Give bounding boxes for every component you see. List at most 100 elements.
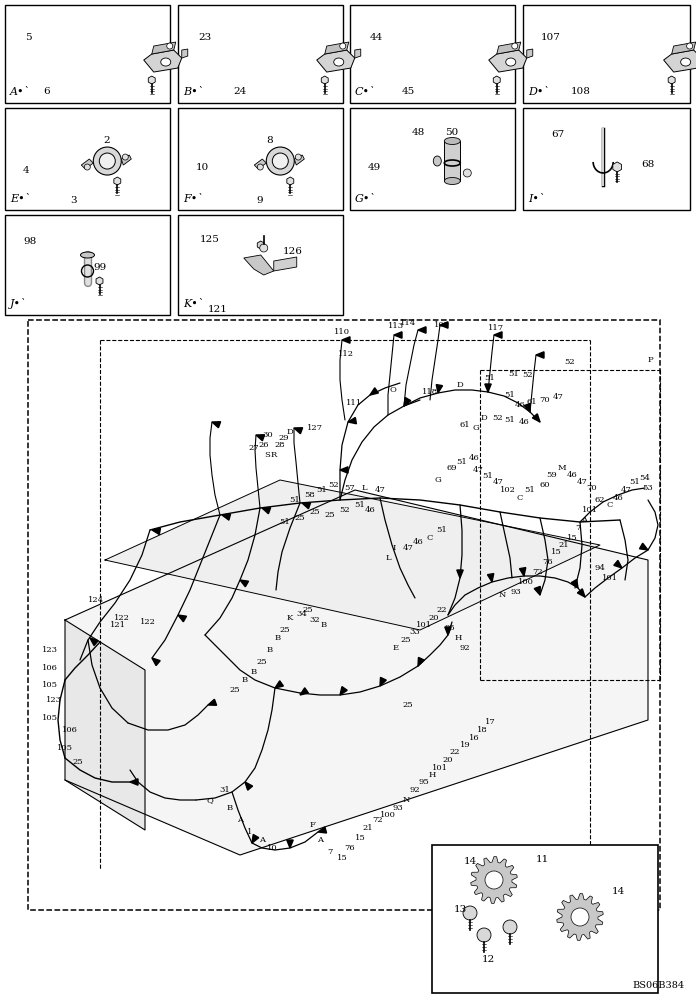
Text: 25: 25 bbox=[257, 658, 267, 666]
Text: 122: 122 bbox=[114, 614, 130, 622]
Text: 20: 20 bbox=[429, 614, 439, 622]
Text: 14: 14 bbox=[464, 857, 477, 866]
Text: 52: 52 bbox=[564, 358, 576, 366]
Text: 51: 51 bbox=[355, 501, 365, 509]
Text: 61: 61 bbox=[459, 421, 470, 429]
Text: 25: 25 bbox=[72, 758, 84, 766]
Text: 51: 51 bbox=[505, 391, 515, 399]
Text: 126: 126 bbox=[283, 247, 303, 256]
Circle shape bbox=[464, 169, 471, 177]
Text: F•`: F•` bbox=[183, 194, 203, 204]
Text: 46: 46 bbox=[365, 506, 375, 514]
Text: E: E bbox=[393, 644, 399, 652]
Text: I•`: I•` bbox=[528, 194, 545, 204]
Text: 22: 22 bbox=[437, 606, 448, 614]
Text: 101: 101 bbox=[602, 574, 618, 582]
Text: 105: 105 bbox=[42, 714, 58, 722]
Text: R: R bbox=[271, 451, 277, 459]
Text: 14: 14 bbox=[611, 888, 624, 896]
Text: 70: 70 bbox=[587, 484, 597, 492]
Text: 51: 51 bbox=[436, 526, 448, 534]
Text: 102: 102 bbox=[500, 486, 516, 494]
Text: 26: 26 bbox=[259, 441, 269, 449]
Polygon shape bbox=[342, 337, 350, 343]
Text: M: M bbox=[557, 464, 567, 472]
Text: 113: 113 bbox=[388, 322, 404, 330]
Text: 101: 101 bbox=[582, 506, 598, 514]
Text: 44: 44 bbox=[370, 33, 383, 42]
Polygon shape bbox=[418, 657, 425, 666]
Text: 29: 29 bbox=[278, 434, 290, 442]
Circle shape bbox=[485, 871, 503, 889]
Text: E•`: E•` bbox=[10, 194, 31, 204]
Text: S: S bbox=[264, 451, 270, 459]
Text: 25: 25 bbox=[303, 606, 313, 614]
Circle shape bbox=[122, 154, 128, 160]
Text: 28: 28 bbox=[275, 441, 285, 449]
Text: 10: 10 bbox=[196, 163, 209, 172]
Text: N: N bbox=[402, 796, 410, 804]
Bar bbox=[350, 108, 515, 210]
Polygon shape bbox=[440, 322, 448, 328]
Text: 125: 125 bbox=[200, 235, 220, 244]
Polygon shape bbox=[668, 76, 675, 84]
Polygon shape bbox=[485, 384, 491, 392]
Text: C: C bbox=[607, 501, 613, 509]
Text: Q: Q bbox=[207, 796, 214, 804]
Text: 51: 51 bbox=[317, 486, 327, 494]
Text: J•`: J•` bbox=[10, 298, 26, 309]
Text: G: G bbox=[473, 424, 480, 432]
Text: F: F bbox=[309, 821, 315, 829]
Polygon shape bbox=[370, 388, 379, 395]
Polygon shape bbox=[212, 422, 221, 428]
Text: 7: 7 bbox=[576, 524, 580, 532]
Polygon shape bbox=[355, 49, 361, 58]
Ellipse shape bbox=[681, 58, 690, 66]
Bar bbox=[178, 108, 343, 210]
Ellipse shape bbox=[81, 252, 95, 258]
Circle shape bbox=[687, 43, 693, 49]
Text: D: D bbox=[287, 428, 294, 436]
Circle shape bbox=[503, 920, 517, 934]
Text: 117: 117 bbox=[488, 324, 504, 332]
Text: 127: 127 bbox=[307, 424, 323, 432]
Text: 93: 93 bbox=[511, 588, 521, 596]
Text: 2: 2 bbox=[103, 136, 110, 145]
Text: 25: 25 bbox=[325, 511, 335, 519]
Text: 51: 51 bbox=[505, 416, 515, 424]
Text: 93: 93 bbox=[393, 804, 404, 812]
Ellipse shape bbox=[334, 58, 344, 66]
Text: 25: 25 bbox=[310, 508, 320, 516]
Polygon shape bbox=[300, 688, 308, 695]
Text: 99: 99 bbox=[93, 263, 106, 272]
Text: 112: 112 bbox=[338, 350, 354, 358]
Polygon shape bbox=[318, 827, 326, 833]
Text: B: B bbox=[321, 621, 327, 629]
Text: 8: 8 bbox=[266, 136, 273, 145]
Polygon shape bbox=[262, 508, 271, 514]
Text: 92: 92 bbox=[459, 644, 470, 652]
Text: 122: 122 bbox=[140, 618, 156, 626]
Text: BS06B384: BS06B384 bbox=[633, 981, 685, 990]
Text: 54: 54 bbox=[640, 474, 651, 482]
Text: A: A bbox=[317, 836, 323, 844]
Text: 59: 59 bbox=[546, 471, 557, 479]
Text: B: B bbox=[227, 804, 233, 812]
Polygon shape bbox=[256, 435, 264, 441]
Text: D•`: D•` bbox=[528, 87, 549, 97]
Text: 67: 67 bbox=[551, 130, 564, 139]
Text: 47: 47 bbox=[473, 466, 484, 474]
Text: 15: 15 bbox=[337, 854, 347, 862]
Bar bbox=[432, 845, 658, 993]
Text: 53: 53 bbox=[642, 484, 654, 492]
Text: 7: 7 bbox=[327, 848, 333, 856]
Polygon shape bbox=[178, 615, 187, 622]
Polygon shape bbox=[90, 638, 98, 646]
Text: A: A bbox=[237, 816, 243, 824]
Polygon shape bbox=[348, 417, 356, 424]
Circle shape bbox=[84, 164, 90, 170]
Text: 51: 51 bbox=[280, 518, 290, 526]
Circle shape bbox=[571, 908, 589, 926]
Text: 1: 1 bbox=[247, 828, 253, 836]
Text: 46: 46 bbox=[612, 494, 624, 502]
